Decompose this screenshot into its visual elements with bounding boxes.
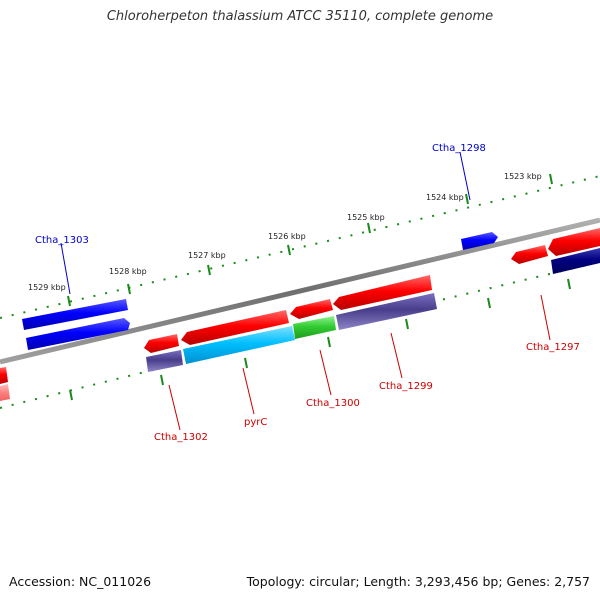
leader-line-ctha-1297	[540, 294, 551, 341]
gene-arrow-navy-right[interactable]	[551, 248, 600, 274]
gene-arrow-red-upper-right[interactable]	[548, 228, 600, 256]
accession-text: Accession: NC_011026	[9, 574, 152, 589]
gene-label-ctha-1303: Ctha_1303	[35, 235, 89, 246]
major-tick	[207, 264, 211, 276]
kbp-label: 1529 kbp	[28, 283, 66, 292]
gene-arrow-ctha-1303-b[interactable]	[26, 318, 130, 350]
major-tick	[69, 389, 73, 401]
kbp-label: 1523 kbp	[504, 172, 542, 181]
gene-arrow-pyrc[interactable]	[183, 326, 295, 364]
major-tick	[567, 278, 571, 290]
gene-track-inner	[0, 275, 437, 401]
gene-arrow-pyrc-red[interactable]	[181, 310, 289, 345]
major-tick	[67, 295, 71, 307]
gene-arrow-ctha-1300[interactable]	[293, 316, 336, 339]
major-tick	[487, 297, 491, 309]
gene-arrow-red-left-edge[interactable]	[0, 367, 8, 384]
leader-line-pyrc	[242, 367, 255, 415]
leader-line-ctha-1298	[459, 151, 471, 201]
major-tick	[287, 244, 291, 256]
major-tick	[549, 173, 553, 185]
kbp-label: 1527 kbp	[188, 251, 226, 260]
gene-arrow-ctha-1302[interactable]	[144, 334, 179, 353]
kbp-label: 1526 kbp	[268, 232, 306, 241]
genome-backbone	[0, 217, 600, 365]
gene-arrow-purple-ctha-1302[interactable]	[146, 350, 183, 372]
major-tick	[367, 222, 371, 234]
gene-label-ctha-1300: Ctha_1300	[306, 398, 360, 409]
gene-label-ctha-1299: Ctha_1299	[379, 381, 433, 392]
major-tick	[160, 374, 164, 386]
gene-arrow-ctha-1298[interactable]	[461, 232, 498, 250]
leader-line-ctha-1302	[168, 384, 181, 431]
major-tick	[465, 193, 469, 205]
gene-label-pyrc: pyrC	[244, 417, 267, 428]
gene-arrow-ctha-1299[interactable]	[336, 293, 437, 330]
gene-label-ctha-1297: Ctha_1297	[526, 342, 580, 353]
leader-line-ctha-1303	[60, 242, 71, 295]
major-tick	[244, 357, 248, 369]
genome-summary-text: Topology: circular; Length: 3,293,456 bp…	[246, 574, 590, 589]
leader-line-ctha-1300	[319, 349, 332, 396]
gene-arrow-ctha-1303-a[interactable]	[22, 299, 128, 330]
kbp-label: 1528 kbp	[109, 267, 147, 276]
kbp-label: 1525 kbp	[347, 213, 385, 222]
gene-arrow-ctha-1297[interactable]	[511, 245, 548, 264]
gene-track-forward-outer	[22, 228, 600, 350]
gene-arrow-red-ctha-1300[interactable]	[290, 299, 333, 319]
major-tick	[327, 336, 331, 348]
gene-arrow-ctha-1299-red[interactable]	[333, 275, 432, 310]
major-tick	[405, 318, 409, 330]
leader-line-ctha-1299	[390, 332, 403, 379]
outer-tick-track	[0, 175, 600, 319]
major-ticks	[67, 173, 571, 401]
map-title: Chloroherpeton thalassium ATCC 35110, co…	[106, 9, 494, 24]
gene-label-ctha-1298: Ctha_1298	[432, 143, 486, 154]
kbp-label: 1524 kbp	[426, 193, 464, 202]
major-tick	[127, 283, 131, 295]
gene-arrow-pink-left-edge[interactable]	[0, 384, 10, 401]
gene-label-ctha-1302: Ctha_1302	[154, 432, 208, 443]
